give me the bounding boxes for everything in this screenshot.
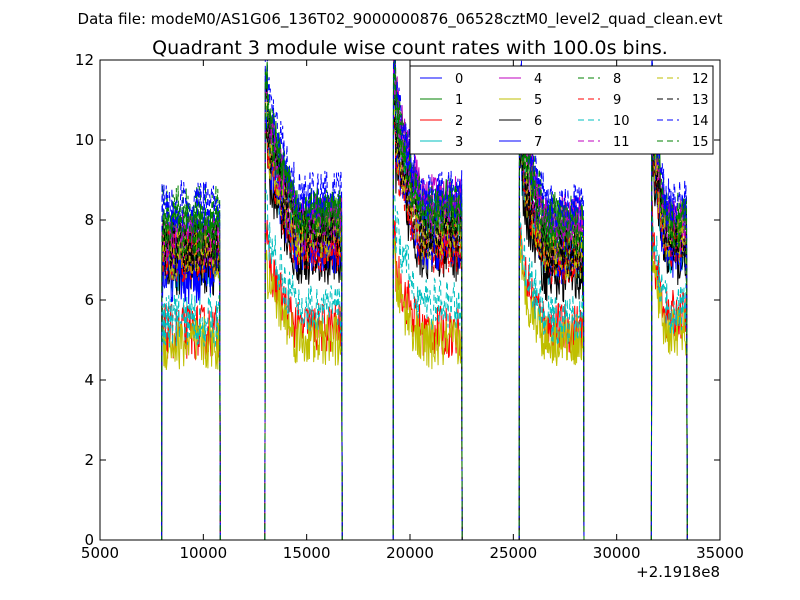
y-tick-label: 4 [84,371,94,389]
y-tick-label: 0 [84,531,94,549]
legend-label-5: 5 [534,93,542,108]
legend-label-0: 0 [455,72,463,87]
legend-label-6: 6 [534,114,542,129]
legend-label-3: 3 [455,135,463,150]
legend-label-1: 1 [455,93,463,108]
y-tick-label: 2 [84,451,94,469]
legend-label-12: 12 [692,72,709,87]
legend-label-10: 10 [613,114,630,129]
x-tick-label: 35000 [696,544,744,562]
y-tick-label: 6 [84,291,94,309]
x-tick-label: 25000 [489,544,537,562]
y-tick-label: 8 [84,211,94,229]
suptitle: Data file: modeM0/AS1G06_136T02_90000008… [78,10,723,29]
axis-ticks: 5000 10000 15000 20000 25000 30000 35000 0 2 4 6 8 1… [75,51,744,562]
legend-label-7: 7 [534,135,542,150]
legend-label-9: 9 [613,93,621,108]
legend-label-13: 13 [692,93,709,108]
legend-label-4: 4 [534,72,542,87]
legend-box [409,65,714,155]
legend-label-8: 8 [613,72,621,87]
y-tick-label: 12 [75,51,94,69]
y-tick-label: 10 [75,131,94,149]
x-tick-label: 5000 [81,544,119,562]
x-offset-label: +2.1918e8 [636,563,720,581]
legend-label-15: 15 [692,135,709,150]
x-tick-label: 30000 [593,544,641,562]
series-line-14 [159,60,688,540]
series-line-10 [159,189,688,540]
legend-label-11: 11 [613,135,630,150]
legend-label-14: 14 [692,114,709,129]
series-line-12 [159,95,688,540]
x-tick-label: 10000 [179,544,227,562]
x-tick-label: 15000 [283,544,331,562]
x-tick-label: 20000 [386,544,434,562]
legend-label-2: 2 [455,114,463,129]
chart-title: Quadrant 3 module wise count rates with … [152,37,668,59]
series-group [159,60,688,540]
